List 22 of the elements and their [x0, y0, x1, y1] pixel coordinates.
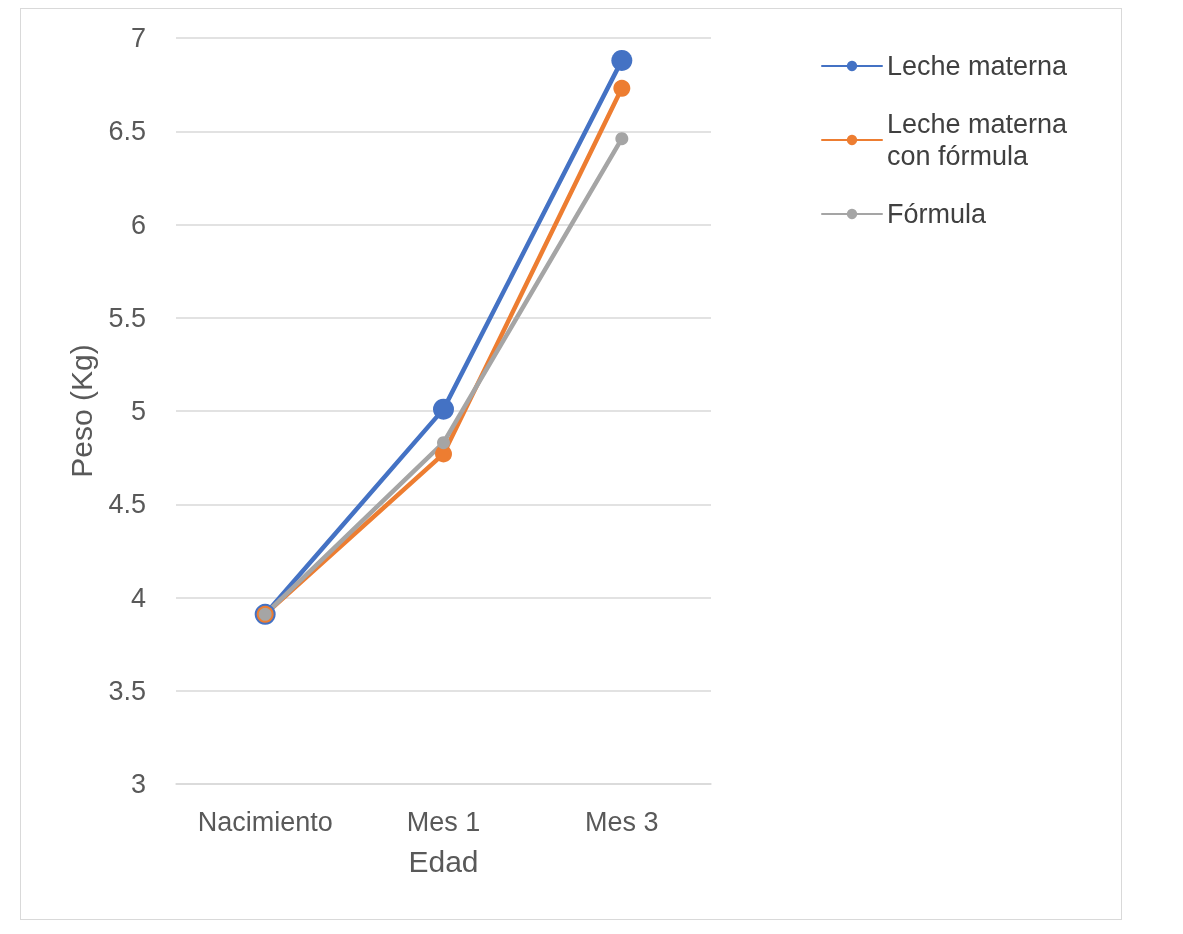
point [433, 398, 454, 420]
y-tick-label: 5 [130, 396, 146, 426]
x-tick-label: Mes 3 [585, 806, 659, 837]
y-tick-label: 3.5 [108, 675, 146, 706]
y-tick-label: 4 [130, 582, 146, 613]
legend-label: Leche materna con fórmula [887, 109, 1075, 171]
point [615, 132, 629, 146]
y-axis-title: Peso (Kg) [64, 344, 98, 478]
y-tick-label: 7 [130, 23, 146, 53]
legend-label: Leche materna [887, 51, 1069, 81]
y-tick-label: 5.5 [108, 302, 146, 333]
x-tick-label: Mes 1 [406, 806, 481, 837]
y-tick-label: 6.5 [108, 116, 146, 147]
y-tick-label: 4.5 [108, 489, 146, 520]
x-tick-label: Nacimiento [197, 806, 333, 837]
y-tick-label: 6 [130, 209, 146, 240]
x-axis-title: Edad [408, 844, 479, 878]
point [437, 436, 450, 450]
y-tick-label: 3 [130, 769, 146, 799]
legend-label: Fórmula [887, 199, 988, 229]
point [613, 79, 631, 97]
point [611, 49, 633, 71]
